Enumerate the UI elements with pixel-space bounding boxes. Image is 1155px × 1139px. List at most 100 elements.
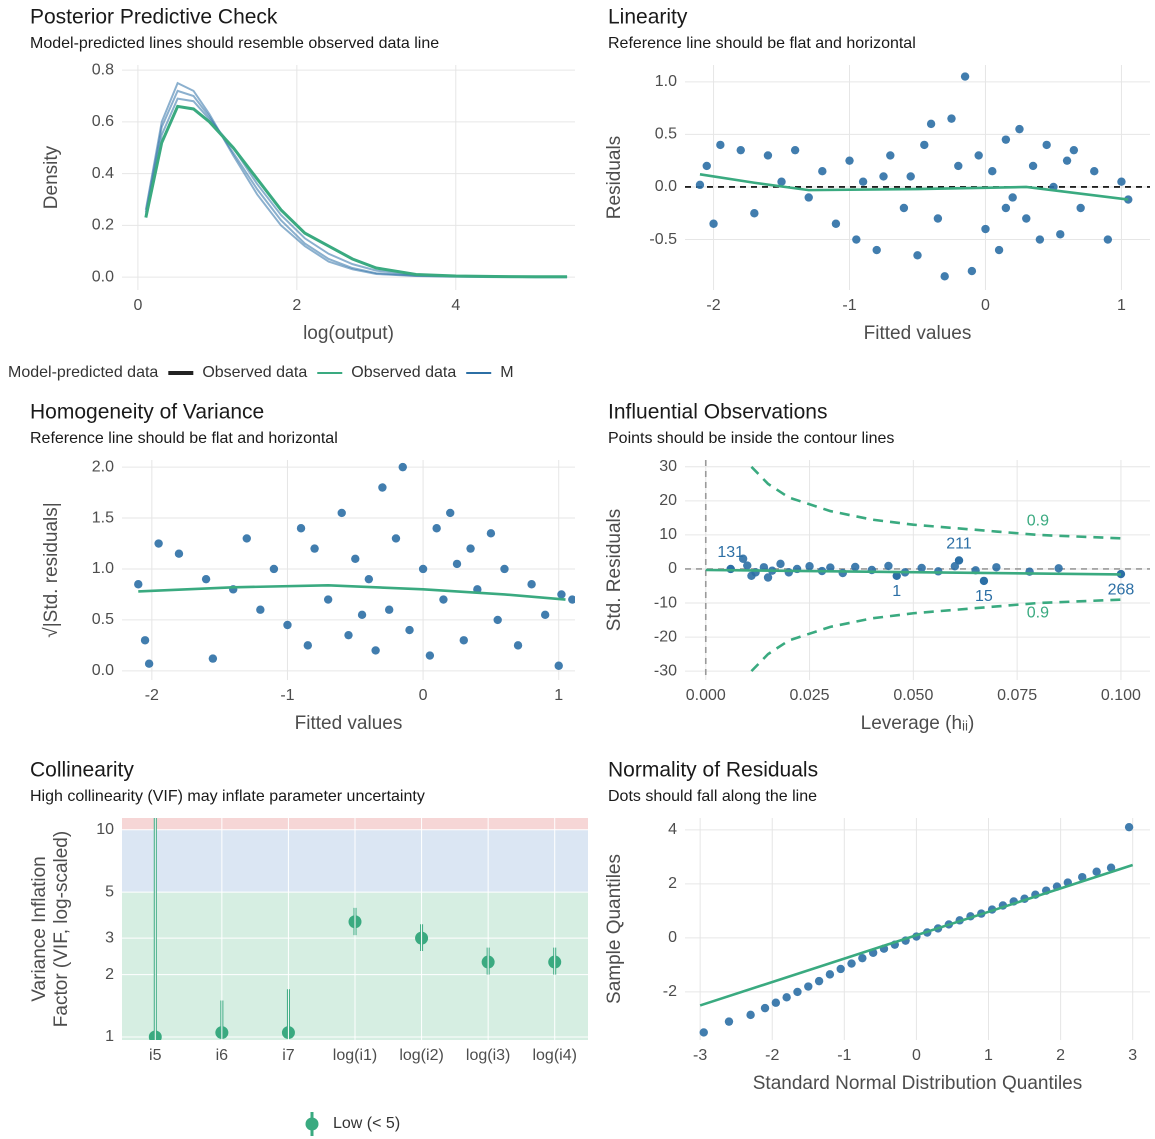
y-tick-label: 1.0 — [655, 73, 677, 90]
y-tick-label: 20 — [659, 492, 677, 509]
point — [825, 970, 835, 979]
plot-area — [699, 822, 1134, 1037]
y-tick-label: 10 — [96, 821, 114, 838]
point-label: 1 — [892, 583, 901, 600]
y-tick-label: 2.0 — [92, 458, 114, 475]
point — [1035, 235, 1045, 244]
x-tick-label: 0.000 — [686, 687, 726, 704]
y-axis-title: Variance Inflation — [29, 856, 50, 1001]
point — [814, 976, 824, 986]
y-tick-label: 30 — [659, 458, 677, 475]
y-tick-label: 4 — [668, 821, 677, 838]
x-tick-label: 0.075 — [997, 687, 1037, 704]
point — [967, 266, 977, 276]
point — [466, 544, 475, 553]
point — [201, 574, 211, 584]
x-axis-title: Fitted values — [295, 713, 403, 734]
point — [917, 563, 926, 573]
point — [818, 166, 827, 176]
point — [1056, 230, 1065, 239]
point — [954, 161, 963, 171]
legend-label: Model-predicted data — [8, 364, 158, 381]
point — [716, 140, 725, 150]
y-tick-label: -10 — [654, 594, 677, 611]
point — [513, 641, 523, 650]
y-tick-label: 0.5 — [92, 611, 114, 628]
y-tick-label: 3 — [105, 929, 114, 946]
y-axis-title: √|Std. residuals| — [41, 502, 62, 637]
point — [913, 251, 922, 260]
point — [1124, 822, 1134, 832]
point — [1103, 235, 1113, 244]
point — [872, 245, 881, 255]
contour-line — [750, 465, 1121, 540]
x-tick-label: 0 — [981, 297, 990, 314]
point — [994, 245, 1004, 255]
y-tick-label: 2 — [668, 875, 677, 892]
panel-title: Influential Observations — [608, 401, 827, 424]
point — [269, 564, 279, 574]
point — [425, 651, 435, 660]
y-tick-label: 0.6 — [92, 113, 114, 130]
point — [746, 1010, 755, 1020]
point — [981, 224, 990, 234]
y-tick-label: 10 — [659, 526, 677, 543]
point — [1008, 193, 1017, 202]
y-tick-label: 0.8 — [92, 61, 114, 78]
y-axis-title: Factor (VIF, log-scaled) — [51, 831, 72, 1027]
x-tick-label: i5 — [149, 1047, 162, 1064]
x-tick-label: 4 — [451, 297, 460, 314]
point — [1069, 145, 1079, 155]
point — [357, 610, 367, 620]
point — [452, 559, 462, 569]
panel: Influential Observations Points should be… — [604, 401, 1150, 734]
x-tick-label: -1 — [280, 687, 294, 704]
contour-line — [750, 598, 1121, 673]
legend-label: M — [500, 364, 513, 381]
point — [933, 214, 943, 223]
point — [940, 272, 949, 281]
point — [831, 219, 841, 228]
point — [371, 646, 380, 655]
legend-swatch — [305, 1117, 319, 1131]
y-tick-label: 0 — [668, 560, 677, 577]
x-tick-label: 0 — [133, 297, 142, 314]
point — [1092, 867, 1101, 876]
point — [920, 140, 929, 150]
x-axis-title: Fitted values — [864, 323, 972, 344]
y-tick-label: 1 — [105, 1028, 114, 1045]
y-tick-label: -20 — [654, 628, 677, 645]
point — [144, 659, 154, 668]
point — [154, 539, 163, 548]
fit-line — [138, 583, 566, 601]
point — [405, 625, 414, 635]
point — [699, 1028, 708, 1037]
point — [303, 641, 313, 650]
point — [1042, 140, 1051, 150]
point — [1028, 161, 1038, 171]
point — [804, 193, 813, 202]
y-tick-label: 0 — [668, 929, 677, 946]
y-axis-title: Residuals — [604, 136, 625, 219]
y-tick-label: 1.5 — [92, 509, 114, 526]
point — [384, 605, 394, 614]
y-tick-label: 0.0 — [92, 268, 114, 285]
fit-line — [699, 863, 1134, 1007]
point — [493, 615, 502, 625]
panel-title: Homogeneity of Variance — [30, 401, 264, 424]
point — [960, 72, 970, 81]
point — [763, 151, 773, 160]
y-tick-label: 0.0 — [92, 662, 114, 679]
x-tick-label: 1 — [1117, 297, 1126, 314]
point — [554, 661, 563, 670]
y-axis-title: Std. Residuals — [604, 509, 625, 632]
point — [134, 580, 143, 589]
point — [1022, 214, 1031, 223]
x-tick-label: -1 — [842, 297, 856, 314]
point — [926, 119, 936, 129]
x-tick-label: 0.025 — [790, 687, 830, 704]
point — [709, 219, 718, 228]
contour-label: 0.9 — [1027, 604, 1049, 621]
y-tick-label: 0.2 — [92, 217, 114, 234]
point — [851, 562, 860, 572]
